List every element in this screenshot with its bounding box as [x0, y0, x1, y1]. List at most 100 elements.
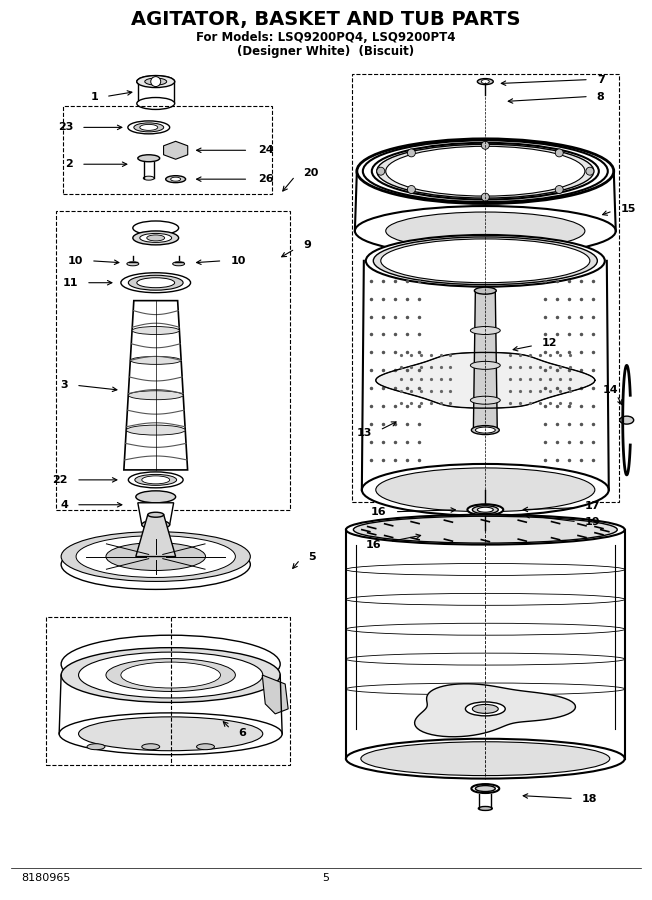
Text: 26: 26: [258, 175, 274, 184]
Bar: [138, 82, 173, 104]
Ellipse shape: [467, 504, 503, 515]
Circle shape: [481, 141, 489, 149]
Ellipse shape: [61, 635, 280, 693]
Text: 20: 20: [303, 168, 318, 178]
Bar: [63, 106, 273, 194]
Ellipse shape: [381, 238, 590, 283]
Text: AGITATOR, BASKET AND TUB PARTS: AGITATOR, BASKET AND TUB PARTS: [131, 10, 521, 30]
Ellipse shape: [148, 512, 164, 517]
Text: 19: 19: [585, 517, 600, 526]
Ellipse shape: [138, 155, 160, 162]
Text: 1: 1: [90, 92, 98, 102]
Polygon shape: [136, 515, 175, 556]
Text: 16: 16: [366, 540, 382, 550]
Text: 5: 5: [308, 552, 316, 562]
Ellipse shape: [471, 426, 499, 435]
Polygon shape: [124, 301, 188, 470]
Text: 11: 11: [63, 278, 78, 288]
Ellipse shape: [126, 425, 185, 435]
Ellipse shape: [377, 144, 594, 198]
Ellipse shape: [477, 78, 494, 85]
Ellipse shape: [133, 231, 179, 245]
Ellipse shape: [477, 508, 494, 512]
Text: 9: 9: [303, 240, 311, 250]
Text: 12: 12: [542, 338, 557, 348]
Ellipse shape: [475, 287, 496, 294]
Ellipse shape: [470, 362, 500, 369]
Ellipse shape: [374, 237, 597, 284]
Ellipse shape: [133, 221, 179, 235]
Text: 6: 6: [239, 728, 246, 738]
Ellipse shape: [481, 79, 489, 84]
Ellipse shape: [127, 262, 139, 266]
Ellipse shape: [134, 123, 164, 132]
Ellipse shape: [61, 532, 250, 581]
Ellipse shape: [136, 491, 175, 503]
Text: 22: 22: [53, 475, 68, 485]
Ellipse shape: [106, 659, 235, 691]
Ellipse shape: [475, 428, 496, 433]
Polygon shape: [376, 353, 595, 409]
Ellipse shape: [61, 540, 250, 590]
Ellipse shape: [470, 327, 500, 335]
Ellipse shape: [106, 543, 205, 571]
Ellipse shape: [363, 140, 608, 202]
Ellipse shape: [78, 717, 263, 751]
Polygon shape: [164, 141, 188, 159]
Ellipse shape: [346, 739, 625, 778]
Ellipse shape: [386, 212, 585, 250]
Text: 13: 13: [357, 428, 372, 438]
Circle shape: [377, 167, 385, 176]
Text: 10: 10: [68, 256, 83, 266]
Text: (Designer White)  (Biscuit): (Designer White) (Biscuit): [237, 45, 415, 58]
Ellipse shape: [470, 396, 500, 404]
Ellipse shape: [141, 476, 170, 484]
Ellipse shape: [362, 464, 609, 516]
Ellipse shape: [137, 97, 175, 110]
Ellipse shape: [121, 273, 190, 292]
Ellipse shape: [128, 391, 183, 400]
Ellipse shape: [135, 474, 177, 485]
Circle shape: [586, 167, 594, 176]
Ellipse shape: [471, 784, 499, 793]
Ellipse shape: [372, 143, 599, 200]
Text: 14: 14: [603, 385, 619, 395]
Text: 16: 16: [371, 507, 387, 517]
Circle shape: [481, 194, 489, 201]
Ellipse shape: [128, 121, 170, 134]
Circle shape: [408, 185, 415, 193]
Ellipse shape: [137, 76, 175, 87]
Polygon shape: [473, 291, 497, 430]
Ellipse shape: [376, 468, 595, 512]
Ellipse shape: [147, 235, 165, 241]
Text: 10: 10: [230, 256, 246, 266]
Ellipse shape: [61, 648, 280, 702]
Polygon shape: [138, 503, 173, 525]
Ellipse shape: [472, 705, 498, 714]
Ellipse shape: [196, 743, 215, 750]
Text: 4: 4: [60, 500, 68, 509]
Ellipse shape: [143, 176, 155, 180]
Polygon shape: [262, 675, 288, 714]
Ellipse shape: [130, 356, 181, 365]
Ellipse shape: [346, 515, 625, 544]
Ellipse shape: [353, 517, 617, 543]
Circle shape: [556, 185, 563, 193]
Ellipse shape: [472, 506, 498, 514]
Ellipse shape: [361, 742, 610, 776]
Ellipse shape: [479, 806, 492, 811]
Text: 24: 24: [258, 145, 274, 156]
Ellipse shape: [386, 147, 585, 196]
Bar: [56, 211, 290, 509]
Ellipse shape: [140, 233, 171, 242]
Text: 7: 7: [597, 75, 604, 85]
Ellipse shape: [166, 176, 186, 183]
Ellipse shape: [355, 206, 615, 256]
Ellipse shape: [121, 662, 220, 688]
Text: 5: 5: [323, 873, 329, 883]
Ellipse shape: [78, 652, 263, 698]
Ellipse shape: [475, 786, 496, 791]
Ellipse shape: [141, 520, 170, 529]
Ellipse shape: [132, 327, 179, 335]
Text: For Models: LSQ9200PQ4, LSQ9200PT4: For Models: LSQ9200PQ4, LSQ9200PT4: [196, 32, 456, 44]
